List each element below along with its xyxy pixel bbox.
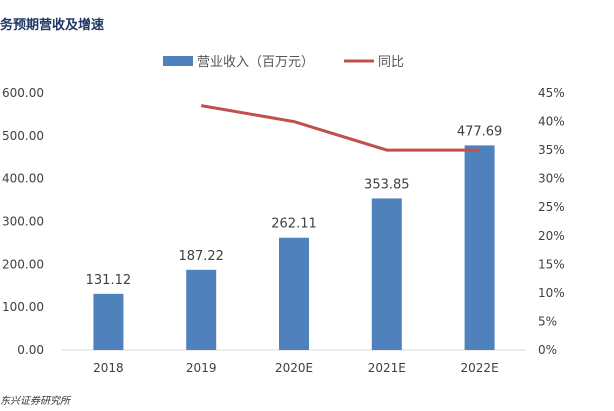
x-tick-label: 2018: [93, 361, 124, 375]
bar-data-label: 262.11: [271, 217, 317, 232]
bar-data-label: 477.69: [457, 124, 503, 139]
y-left-tick-label: 600.00: [2, 86, 44, 100]
bar: [186, 269, 217, 350]
y-left-tick-label: 500.00: [2, 129, 44, 143]
y-right-tick-label: 15%: [538, 257, 565, 271]
x-tick-label: 2022E: [461, 361, 499, 375]
line-series: [200, 104, 480, 152]
legend-bar-swatch: [163, 56, 193, 66]
source-note: 东兴证券研究所: [0, 396, 70, 407]
y-right-tick-label: 45%: [538, 86, 565, 100]
y-left-tick-label: 200.00: [2, 257, 44, 271]
y-left-tick-label: 300.00: [2, 215, 44, 229]
data-labels: 131.12 187.22 262.11 353.85 477.69: [86, 124, 503, 287]
y-right-tick-label: 20%: [538, 229, 565, 243]
x-tick-label: 2019: [186, 361, 217, 375]
bar: [371, 198, 402, 350]
bar-data-label: 131.12: [86, 273, 132, 288]
y-right-tick-label: 25%: [538, 200, 565, 214]
legend-bar-label: 营业收入（百万元）: [197, 55, 314, 70]
x-tick-label: 2020E: [275, 361, 313, 375]
y-left-tick-label: 100.00: [2, 300, 44, 314]
axes: 0.00 100.00 200.00 300.00 400.00 500.00 600.00…: [2, 86, 565, 375]
bar-data-label: 187.22: [178, 249, 224, 264]
y-right-tick-label: 35%: [538, 143, 565, 157]
y-right-tick-label: 0%: [538, 343, 557, 357]
y-right-tick-label: 30%: [538, 172, 565, 186]
y-left-tick-label: 0.00: [17, 343, 44, 357]
bar: [464, 145, 495, 350]
y-right-tick-label: 5%: [538, 314, 557, 328]
y-right-tick-label: 40%: [538, 115, 565, 129]
chart-title: 务预期营收及增速: [0, 18, 105, 33]
bar: [279, 237, 309, 350]
legend-line-label: 同比: [378, 55, 404, 70]
growth-line: [200, 104, 480, 152]
bar: [93, 293, 124, 350]
legend: 营业收入（百万元） 同比: [163, 55, 404, 70]
y-right-tick-label: 10%: [538, 286, 565, 300]
x-tick-label: 2021E: [368, 361, 406, 375]
bar-data-label: 353.85: [364, 177, 410, 192]
y-left-tick-label: 400.00: [2, 172, 44, 186]
bar-series: [93, 145, 495, 350]
